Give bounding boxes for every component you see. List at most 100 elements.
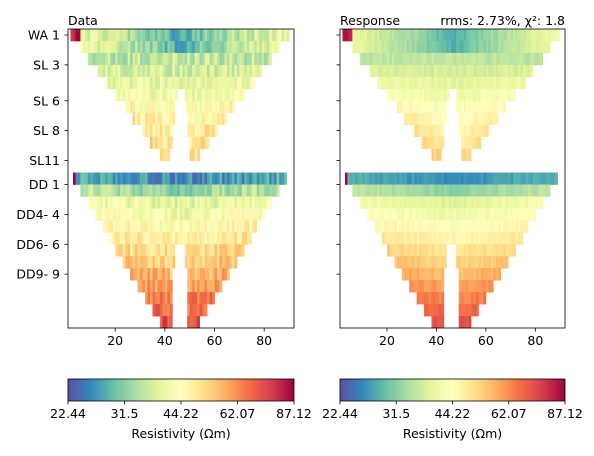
- heatmap-cell: [483, 100, 487, 114]
- heatmap-cell: [384, 232, 388, 245]
- heatmap-cell: [399, 100, 403, 114]
- heatmap-cell: [426, 196, 430, 209]
- heatmap-cell: [441, 76, 445, 90]
- heatmap-cell: [453, 40, 457, 54]
- heatmap-cell: [493, 208, 497, 221]
- heatmap-cell: [429, 244, 432, 257]
- heatmap-cell: [221, 256, 225, 269]
- heatmap-cell: [157, 184, 161, 197]
- heatmap-cell: [204, 100, 208, 114]
- heatmap-cell: [416, 244, 420, 257]
- heatmap-cell: [179, 52, 183, 66]
- heatmap-cell: [468, 29, 472, 42]
- heatmap-cell: [174, 208, 178, 221]
- heatmap-cell: [241, 76, 245, 90]
- heatmap-cell: [475, 196, 479, 209]
- heatmap-cell: [137, 220, 141, 233]
- heatmap-cell: [221, 244, 225, 257]
- heatmap-cell: [229, 256, 233, 269]
- heatmap-cell: [169, 124, 173, 137]
- heatmap-cell: [269, 52, 272, 66]
- heatmap-cell: [468, 232, 472, 245]
- heatmap-cell: [199, 196, 203, 209]
- heatmap-cell: [414, 88, 417, 102]
- heatmap-cell: [446, 208, 450, 221]
- heatmap-cell: [374, 52, 378, 66]
- heatmap-cell: [169, 232, 173, 245]
- heatmap-cell: [135, 172, 138, 185]
- heatmap-cell: [110, 196, 114, 209]
- heatmap-cell: [369, 52, 373, 66]
- heatmap-cell: [202, 29, 205, 42]
- heatmap-cell: [239, 220, 243, 233]
- heatmap-cell: [416, 29, 420, 42]
- heatmap-cell: [471, 268, 474, 281]
- heatmap-cell: [426, 124, 430, 137]
- heatmap-cell: [490, 29, 494, 42]
- heatmap-cell: [256, 64, 260, 78]
- heatmap-cell: [547, 40, 551, 54]
- heatmap-cell: [471, 112, 474, 126]
- heatmap-cell: [498, 220, 502, 233]
- heatmap-cell: [207, 100, 210, 114]
- heatmap-cell: [404, 244, 408, 257]
- heatmap-cell: [130, 208, 133, 221]
- heatmap-cell: [239, 29, 243, 42]
- heatmap-cell: [485, 88, 489, 102]
- heatmap-cell: [493, 52, 497, 66]
- heatmap-cell: [137, 76, 141, 90]
- heatmap-cell: [399, 256, 403, 269]
- y-tick-label: DD4- 4: [16, 207, 60, 222]
- heatmap-cell: [254, 172, 258, 185]
- heatmap-cell: [162, 112, 166, 126]
- heatmap-cell: [127, 52, 131, 66]
- heatmap-cell: [431, 244, 435, 257]
- heatmap-cell: [189, 172, 193, 185]
- heatmap-cell: [468, 136, 472, 149]
- heatmap-cell: [547, 172, 551, 185]
- heatmap-cell: [354, 172, 358, 185]
- heatmap-cell: [483, 52, 487, 66]
- heatmap-cell: [72, 172, 76, 185]
- heatmap-cell: [217, 64, 220, 78]
- heatmap-cell: [169, 244, 173, 257]
- heatmap-cell: [274, 29, 277, 42]
- heatmap-cell: [217, 112, 220, 126]
- heatmap-cell: [535, 29, 539, 42]
- heatmap-cell: [127, 208, 131, 221]
- heatmap-cell: [179, 184, 183, 197]
- heatmap-cell: [199, 52, 203, 66]
- heatmap-cell: [167, 88, 171, 102]
- heatmap-cell: [207, 196, 210, 209]
- heatmap-cell: [271, 172, 275, 185]
- heatmap-cell: [495, 112, 499, 126]
- heatmap-cell: [433, 124, 437, 137]
- heatmap-cell: [95, 52, 99, 66]
- colorbar-tick-label: 44.22: [435, 406, 471, 421]
- heatmap-cell: [197, 29, 200, 42]
- heatmap-cell: [135, 220, 138, 233]
- heatmap-cell: [140, 112, 143, 126]
- heatmap-cell: [483, 268, 487, 281]
- heatmap-cell: [102, 196, 106, 209]
- heatmap-cell: [369, 208, 373, 221]
- heatmap-cell: [224, 76, 228, 90]
- heatmap-cell: [202, 196, 205, 209]
- heatmap-cell: [147, 244, 151, 257]
- heatmap-cell: [488, 76, 492, 90]
- heatmap-cell: [493, 196, 497, 209]
- heatmap-cell: [532, 40, 536, 54]
- heatmap-cell: [102, 29, 106, 42]
- heatmap-cell: [498, 208, 502, 221]
- heatmap-cell: [256, 208, 260, 221]
- heatmap-cell: [209, 64, 213, 78]
- heatmap-cell: [105, 184, 109, 197]
- heatmap-cell: [115, 29, 119, 42]
- heatmap-cell: [515, 64, 519, 78]
- heatmap-cell: [411, 196, 415, 209]
- heatmap-cell: [162, 76, 166, 90]
- heatmap-cell: [217, 172, 220, 185]
- heatmap-cell: [540, 196, 544, 209]
- heatmap-cell: [164, 172, 168, 185]
- heatmap-cell: [436, 304, 440, 317]
